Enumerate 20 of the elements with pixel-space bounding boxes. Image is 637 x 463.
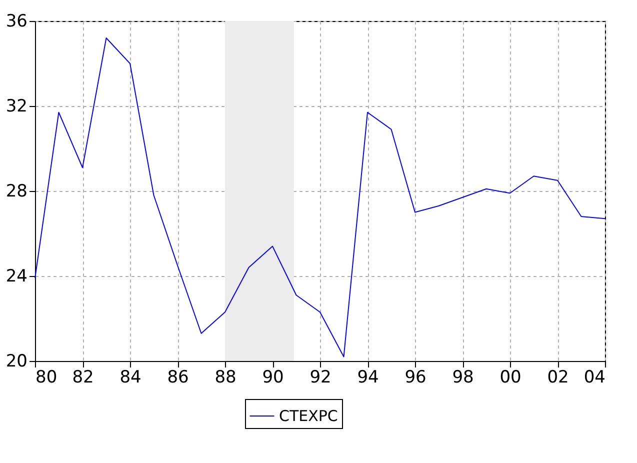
x-tick-label: 04 [584,368,606,388]
x-tick-label: 92 [310,368,332,388]
line-series [34,38,606,358]
x-tick-label: 00 [500,368,522,388]
x-tick-label: 86 [167,368,189,388]
x-tick-label: 82 [72,368,94,388]
x-tick-label: 94 [357,368,379,388]
x-tick-label: 88 [214,368,236,388]
y-tick-label: 28 [6,182,28,202]
y-tick-label: 20 [6,352,28,372]
y-tick-label: 24 [6,266,28,286]
x-tick-label: 80 [36,368,58,388]
x-tick-label: 02 [547,368,569,388]
x-tick-label: 84 [120,368,142,388]
x-tick-label: 98 [452,368,474,388]
y-tick-label: 36 [6,12,28,32]
x-tick-label: 96 [404,368,426,388]
y-tick-label: 32 [6,96,28,116]
legend-label: CTEXPC [279,407,338,425]
x-tick-label: 90 [262,368,284,388]
